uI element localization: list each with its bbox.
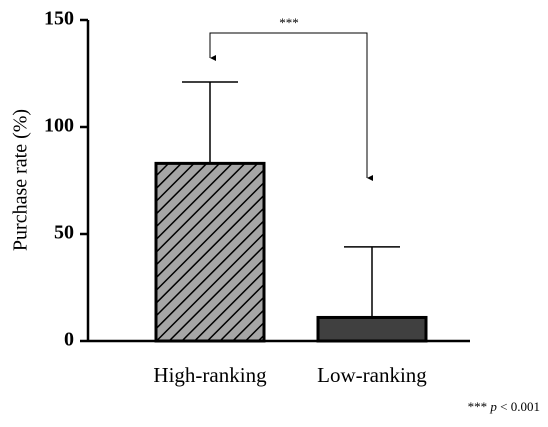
y-tick-label: 0 [64, 329, 74, 351]
footnote-stars: *** [468, 399, 488, 414]
footnote-text: < 0.001 [500, 399, 540, 414]
y-tick-label: 50 [54, 222, 74, 244]
x-tick-label: Low-ranking [317, 363, 427, 387]
bar [316, 315, 428, 343]
x-tick-label: High-ranking [153, 363, 267, 387]
footnote-p: p [489, 399, 497, 414]
significance-label: *** [279, 15, 299, 30]
bar [154, 161, 266, 343]
y-axis-label: Purchase rate (%) [10, 109, 32, 251]
footnote: *** p < 0.001 [468, 399, 540, 414]
y-tick-label: 100 [44, 115, 74, 137]
y-tick-label: 150 [44, 8, 74, 30]
significance-bracket [209, 32, 373, 181]
